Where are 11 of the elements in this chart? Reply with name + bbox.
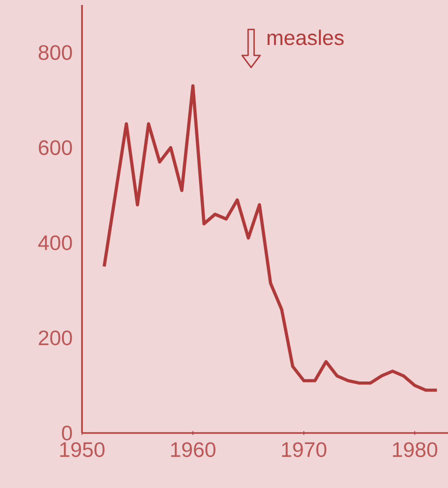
x-tick-label: 1950 <box>60 442 105 458</box>
y-tick-label: 600 <box>38 140 72 156</box>
x-tick-label: 1980 <box>392 442 438 458</box>
y-tick-label: 400 <box>38 235 72 250</box>
x-tick-label: 1970 <box>282 442 326 458</box>
x-tick-label: 1960 <box>171 442 216 458</box>
y-tick-label: 800 <box>38 45 72 60</box>
y-tick-label: 200 <box>38 330 72 346</box>
line-series <box>102 84 439 392</box>
y-tick-label: 0 <box>62 426 72 440</box>
annotation: measles <box>268 30 344 46</box>
